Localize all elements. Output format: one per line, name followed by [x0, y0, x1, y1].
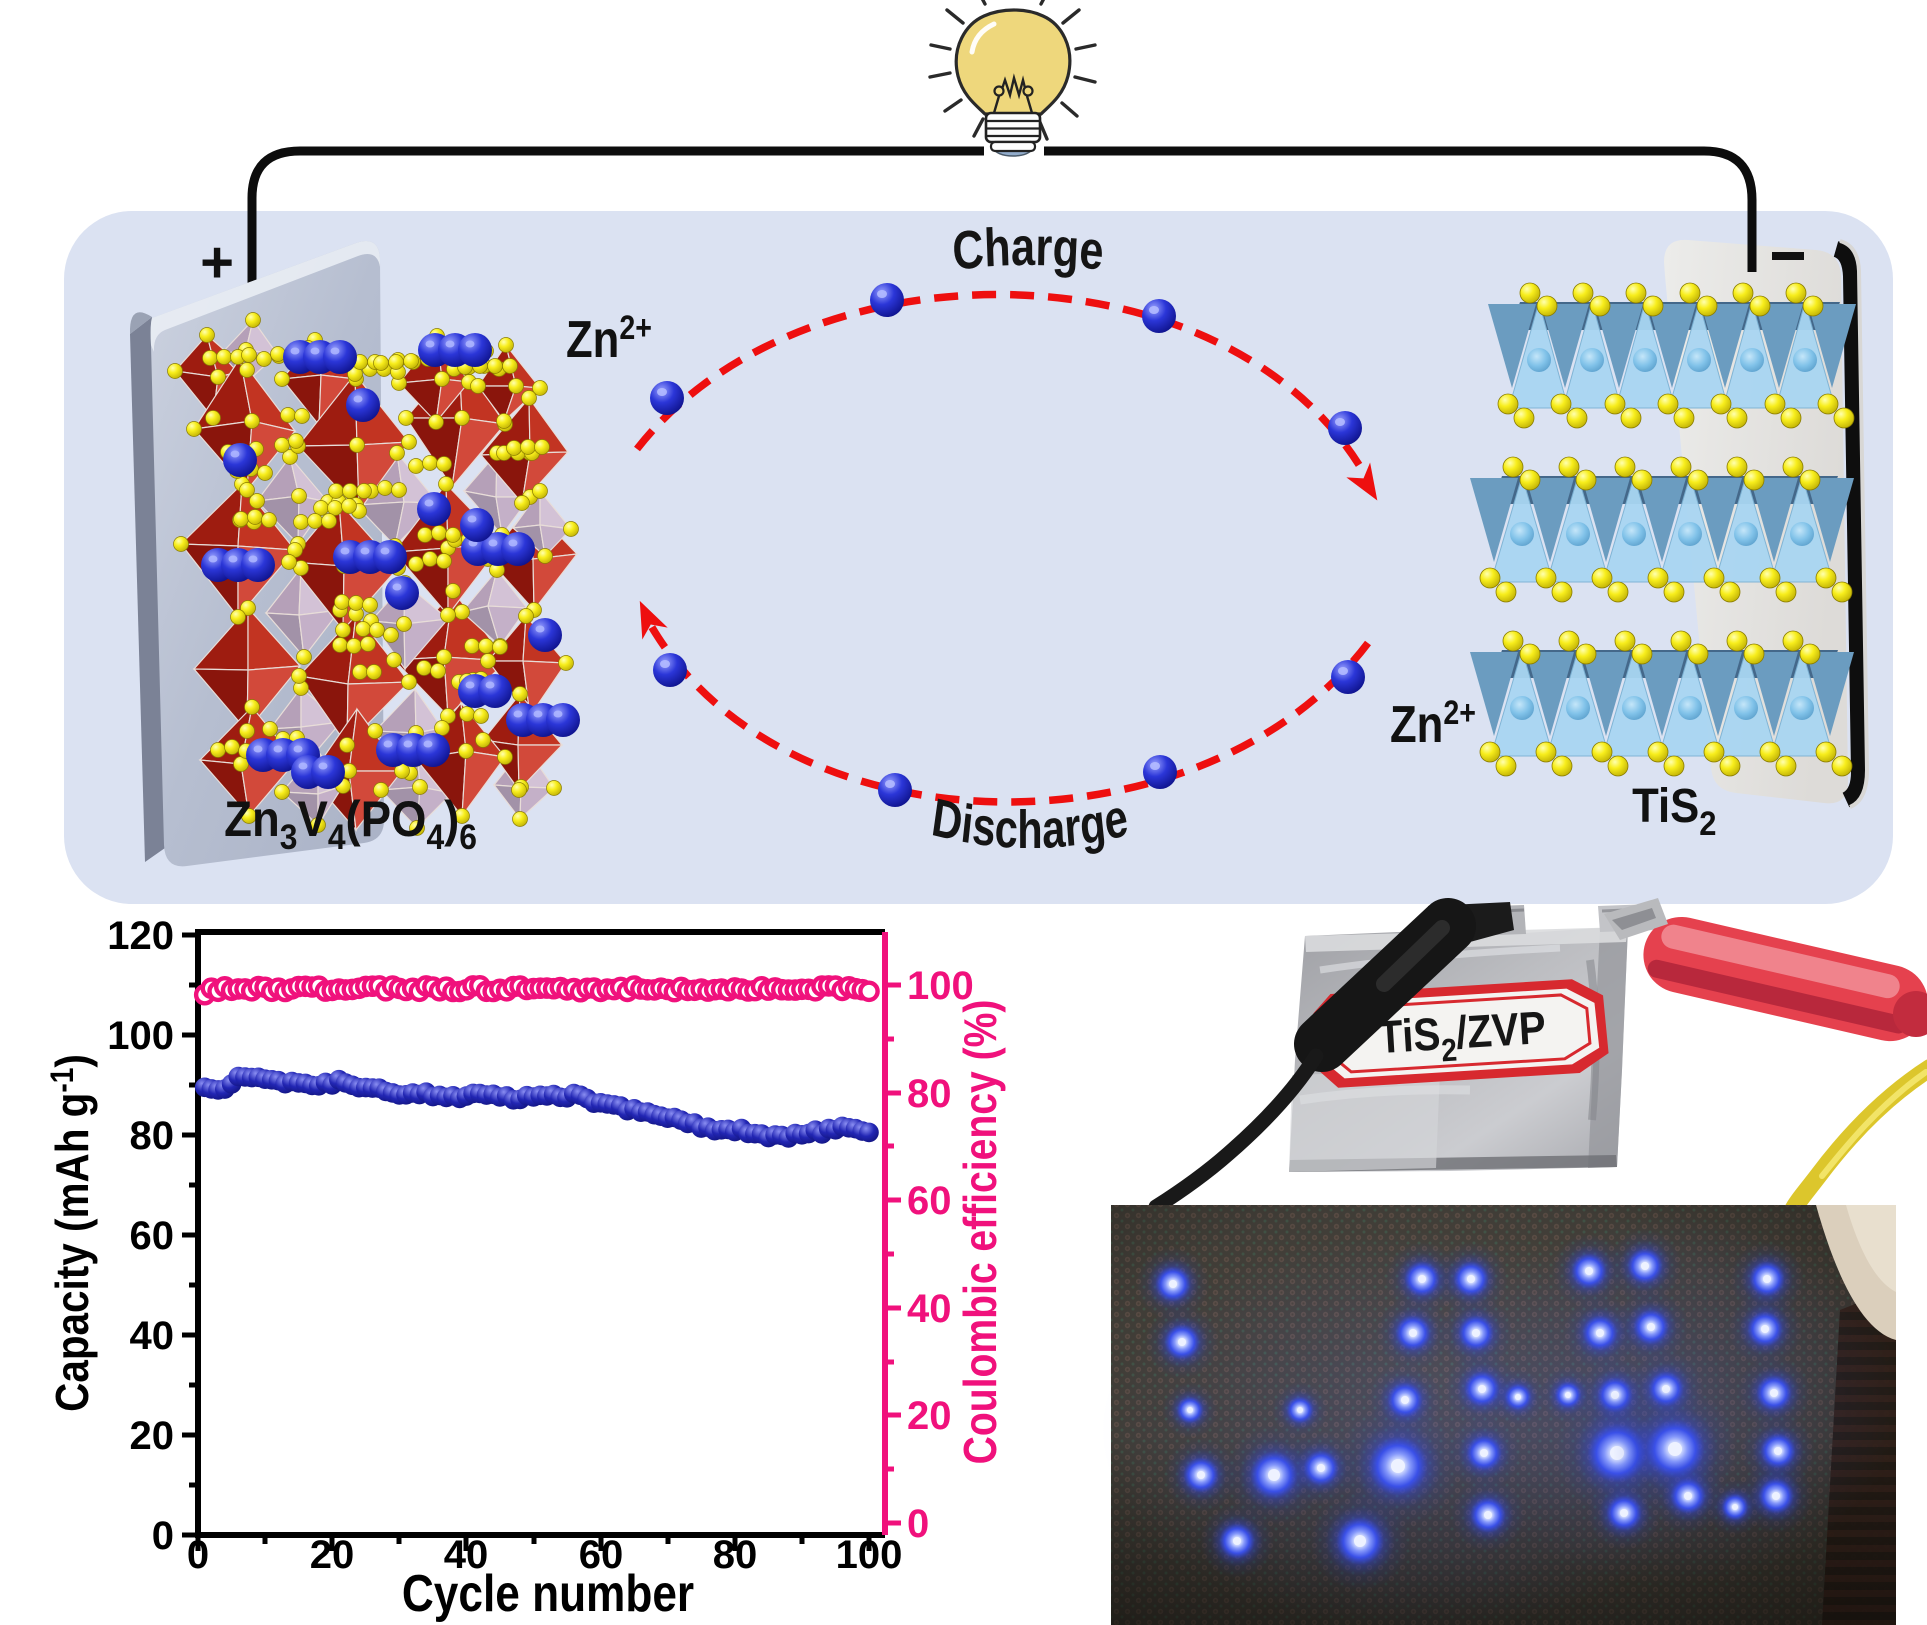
svg-text:60: 60: [130, 1214, 175, 1258]
svg-text:0: 0: [907, 1502, 929, 1546]
svg-text:60: 60: [579, 1533, 624, 1577]
svg-text:80: 80: [713, 1533, 758, 1577]
svg-text:120: 120: [107, 914, 174, 958]
svg-text:40: 40: [444, 1533, 489, 1577]
svg-text:Charge: Charge: [950, 217, 1105, 282]
svg-text:80: 80: [907, 1072, 952, 1116]
svg-text:100: 100: [107, 1014, 174, 1058]
svg-text:20: 20: [907, 1394, 952, 1438]
svg-text:+: +: [200, 230, 234, 295]
svg-text:40: 40: [907, 1287, 952, 1331]
svg-text:100: 100: [836, 1533, 903, 1577]
svg-text:0: 0: [187, 1533, 209, 1577]
svg-text:80: 80: [130, 1114, 175, 1158]
svg-text:100: 100: [907, 964, 974, 1008]
svg-text:40: 40: [130, 1314, 175, 1358]
svg-text:20: 20: [310, 1533, 355, 1577]
svg-text:20: 20: [130, 1414, 175, 1458]
svg-text:Cycle number: Cycle number: [402, 1565, 694, 1623]
svg-text:60: 60: [907, 1179, 952, 1223]
svg-text:Coulombic efficiency (%): Coulombic efficiency (%): [955, 1000, 1007, 1465]
svg-text:Capacity (mAh g-1): Capacity (mAh g-1): [45, 1054, 98, 1412]
svg-text:0: 0: [152, 1514, 174, 1558]
